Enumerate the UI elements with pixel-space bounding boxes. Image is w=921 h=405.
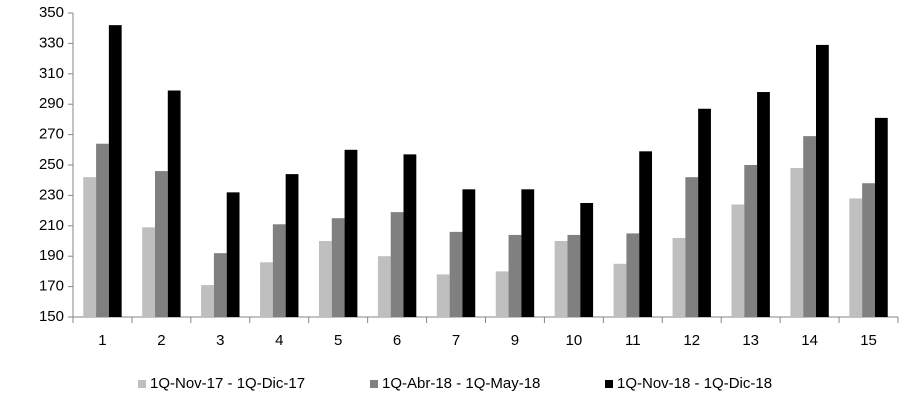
y-tick-label: 250 (39, 156, 64, 173)
legend-label: 1Q-Abr-18 - 1Q-May-18 (382, 375, 540, 392)
bar (318, 241, 332, 317)
bar (672, 237, 686, 317)
bar (698, 108, 711, 317)
x-tick-label: 5 (334, 332, 342, 349)
bar (790, 168, 804, 317)
bar (390, 212, 404, 317)
bar (377, 256, 391, 317)
bar (731, 204, 745, 317)
y-tick-label: 290 (39, 95, 64, 112)
bar (403, 154, 417, 317)
bar (626, 233, 640, 317)
y-tick-label: 190 (39, 247, 64, 264)
bar (108, 25, 122, 317)
y-tick-label: 310 (39, 65, 64, 82)
x-tick-label: 6 (393, 332, 401, 349)
bar (226, 192, 240, 317)
bar (344, 149, 358, 317)
x-tick-label: 10 (566, 332, 583, 349)
x-tick-label: 4 (275, 332, 283, 349)
bar (260, 262, 273, 317)
x-tick-label: 12 (683, 332, 700, 349)
bar (154, 171, 168, 317)
y-tick-label: 330 (39, 34, 64, 51)
bar (285, 174, 299, 317)
bar (331, 218, 345, 317)
bar (874, 117, 888, 317)
bar (757, 92, 770, 317)
bar (436, 274, 450, 317)
bar (803, 136, 817, 317)
bar (462, 189, 476, 317)
bar (816, 44, 829, 318)
y-tick-label: 170 (39, 278, 64, 295)
x-tick-label: 11 (625, 332, 641, 349)
legend-label: 1Q-Nov-17 - 1Q-Dic-17 (150, 375, 305, 392)
bar (862, 183, 875, 317)
bar (495, 271, 509, 317)
bar (567, 234, 581, 317)
y-tick-label: 350 (39, 4, 64, 21)
x-tick-label: 7 (452, 332, 460, 349)
y-tick-label: 230 (39, 186, 64, 203)
x-tick-label: 2 (157, 332, 165, 349)
legend-label: 1Q-Nov-18 - 1Q-Dic-18 (617, 375, 772, 392)
bar (685, 177, 699, 317)
bar (508, 234, 522, 317)
bar (580, 203, 594, 317)
x-tick-label: 14 (801, 332, 818, 349)
bar (449, 231, 463, 317)
y-tick-label: 150 (39, 308, 64, 325)
legend-swatch (138, 380, 146, 388)
bar (96, 143, 109, 317)
x-tick-label: 13 (742, 332, 759, 349)
x-tick-label: 9 (511, 332, 519, 349)
y-tick-label: 270 (39, 126, 64, 143)
x-tick-label: 3 (216, 332, 224, 349)
bar (213, 253, 227, 317)
bar (167, 90, 181, 318)
bar (613, 263, 627, 317)
bar (744, 165, 758, 317)
bar (142, 227, 155, 317)
x-tick-label: 15 (860, 332, 877, 349)
y-tick-label: 210 (39, 217, 64, 234)
legend-swatch (605, 380, 613, 388)
bar (521, 189, 535, 317)
x-tick-label: 1 (98, 332, 106, 349)
bar (554, 241, 568, 317)
bar (639, 151, 653, 317)
bar (201, 285, 214, 317)
legend-swatch (370, 380, 378, 388)
bar (849, 198, 863, 317)
bar (272, 224, 286, 317)
bar (83, 177, 97, 317)
